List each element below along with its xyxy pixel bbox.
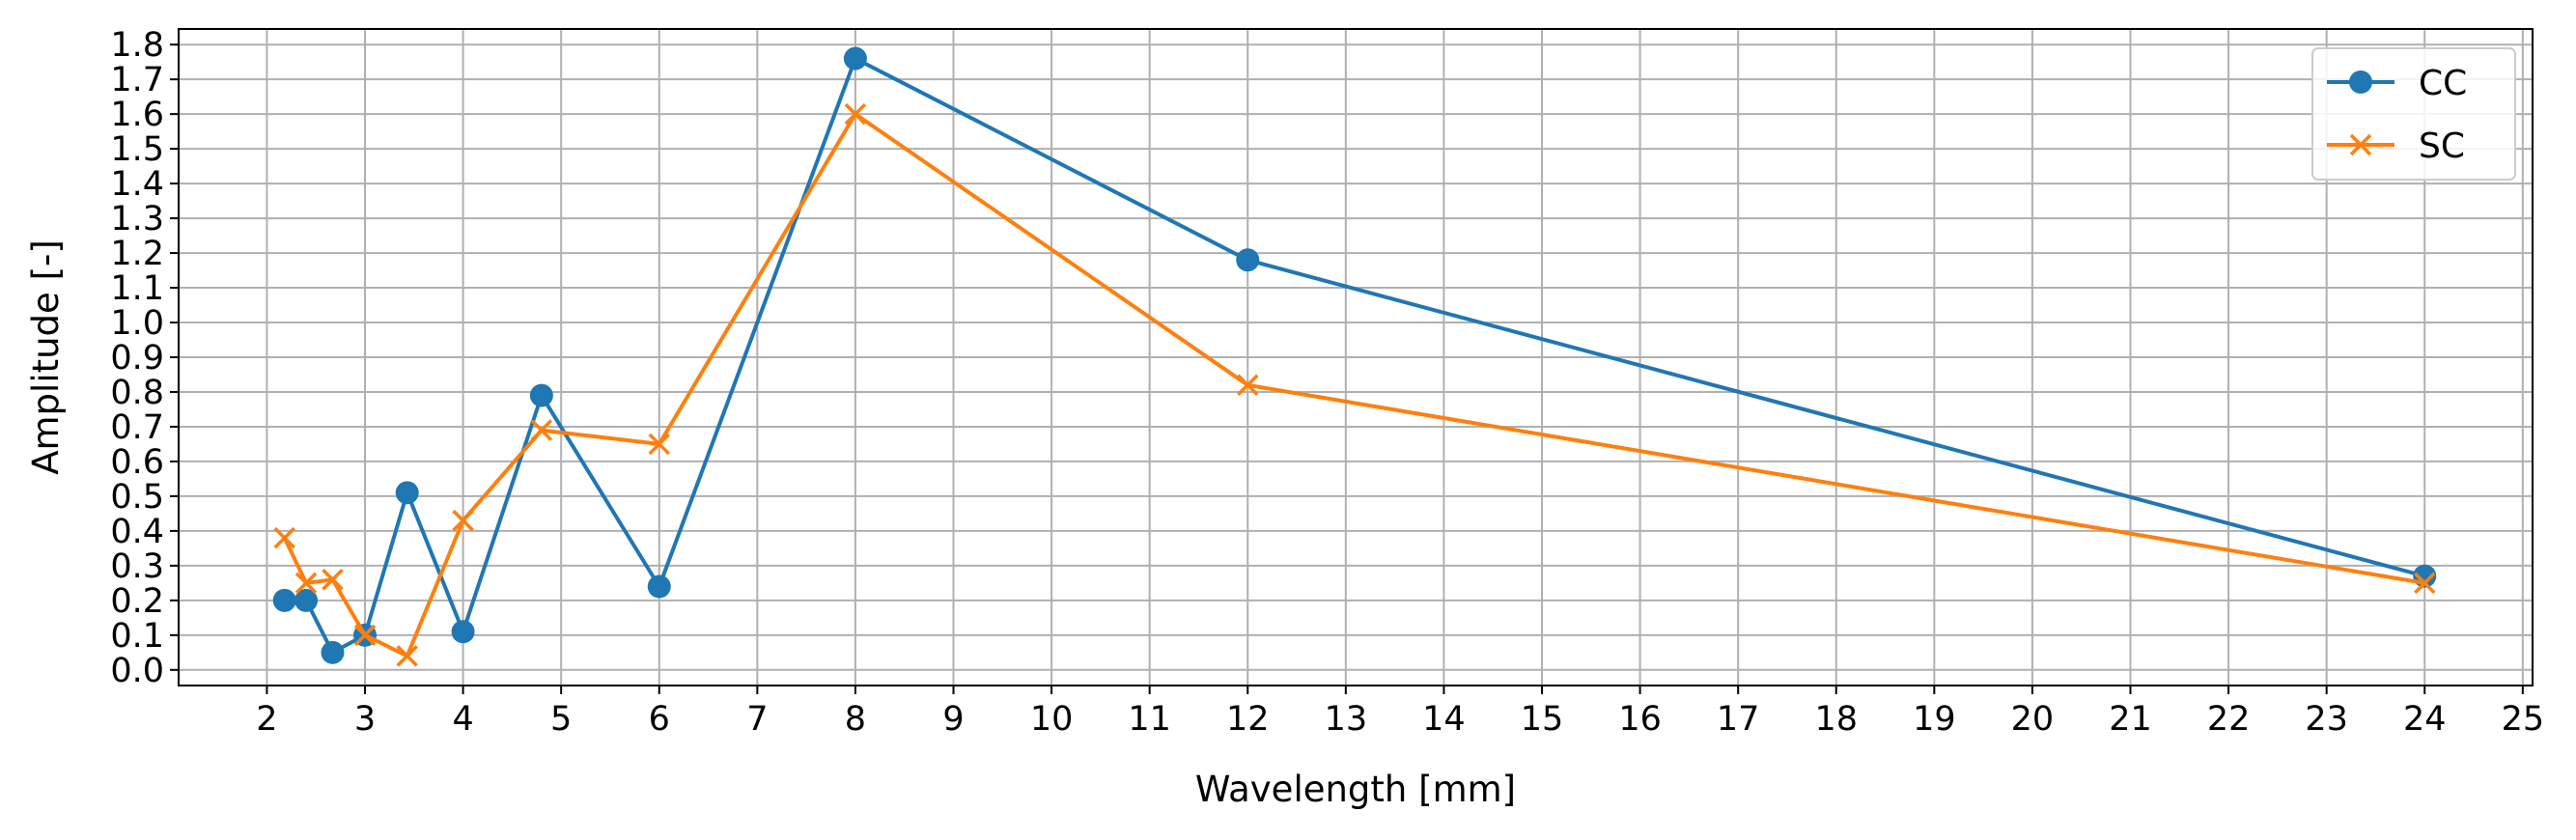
x-tick-label: 6 bbox=[649, 700, 670, 739]
x-tick-label: 18 bbox=[1814, 700, 1858, 739]
data-point-cc bbox=[272, 588, 296, 612]
data-point-cc bbox=[294, 588, 319, 612]
x-tick-label: 20 bbox=[2011, 700, 2055, 739]
y-axis-label: Amplitude [-] bbox=[25, 239, 67, 475]
legend-marker-sc bbox=[2349, 133, 2372, 156]
legend-label-cc: CC bbox=[2419, 64, 2467, 103]
x-tick-label: 22 bbox=[2207, 700, 2251, 739]
y-tick-label: 0.2 bbox=[110, 582, 164, 621]
legend-item-sc: SC bbox=[2327, 126, 2465, 166]
y-tick-label: 0.1 bbox=[110, 617, 164, 656]
y-tick-label: 1.6 bbox=[110, 96, 164, 134]
x-tick-label: 12 bbox=[1226, 700, 1270, 739]
data-point-cc bbox=[647, 574, 671, 599]
x-tick-label: 21 bbox=[2109, 700, 2152, 739]
x-tick-label: 15 bbox=[1521, 700, 1564, 739]
x-tick-label: 11 bbox=[1128, 700, 1171, 739]
legend-marker-cc bbox=[2349, 70, 2372, 94]
y-tick-label: 0.7 bbox=[110, 408, 164, 447]
legend-box bbox=[2311, 47, 2516, 181]
x-tick-label: 9 bbox=[942, 700, 964, 739]
y-tick-label: 1.8 bbox=[110, 26, 164, 65]
legend-item-cc: CC bbox=[2327, 64, 2467, 103]
data-point-sc bbox=[530, 419, 553, 441]
y-tick-label: 0.8 bbox=[110, 374, 164, 412]
x-tick-label: 14 bbox=[1422, 700, 1466, 739]
data-point-cc bbox=[1236, 248, 1260, 272]
y-tick-label: 0.4 bbox=[110, 513, 164, 551]
x-tick-label: 4 bbox=[452, 700, 473, 739]
y-tick-label: 1.2 bbox=[110, 235, 164, 273]
y-tick-label: 1.4 bbox=[110, 165, 164, 204]
x-tick-label: 8 bbox=[845, 700, 866, 739]
x-tick-label: 16 bbox=[1618, 700, 1662, 739]
x-tick-label: 23 bbox=[2305, 700, 2348, 739]
x-tick-label: 5 bbox=[550, 700, 572, 739]
legend: CC SC bbox=[2311, 47, 2516, 181]
data-point-sc bbox=[273, 526, 295, 549]
data-point-cc bbox=[843, 46, 867, 70]
x-tick-label: 2 bbox=[256, 700, 277, 739]
y-tick-label: 1.0 bbox=[110, 304, 164, 343]
series-layer bbox=[272, 46, 2437, 667]
data-point-cc bbox=[529, 383, 553, 407]
y-tick-label: 0.5 bbox=[110, 478, 164, 517]
data-point-cc bbox=[451, 620, 475, 644]
data-point-sc bbox=[1237, 374, 1259, 397]
y-tick-label: 1.7 bbox=[110, 61, 164, 99]
data-point-sc bbox=[648, 433, 670, 456]
x-tick-label: 3 bbox=[354, 700, 376, 739]
data-point-sc bbox=[452, 509, 474, 532]
legend-label-sc: SC bbox=[2419, 126, 2465, 166]
y-tick-label: 0.3 bbox=[110, 547, 164, 586]
data-point-sc bbox=[844, 102, 867, 126]
x-tick-label: 7 bbox=[746, 700, 768, 739]
y-tick-label: 1.1 bbox=[110, 269, 164, 308]
x-tick-label: 13 bbox=[1325, 700, 1368, 739]
data-point-sc bbox=[396, 645, 418, 667]
x-tick-label: 24 bbox=[2403, 700, 2447, 739]
y-tick-label: 0.6 bbox=[110, 443, 164, 482]
x-tick-label: 25 bbox=[2502, 700, 2545, 739]
data-point-sc bbox=[2414, 572, 2436, 595]
series-sc bbox=[273, 102, 2436, 667]
y-tick-label: 0.9 bbox=[110, 339, 164, 378]
data-point-cc bbox=[321, 640, 345, 664]
data-point-sc bbox=[294, 572, 318, 595]
x-tick-label: 19 bbox=[1913, 700, 1956, 739]
ticks: 2 3 4 5 6 7 8 9 10 11 12 13 14 15 16 17 18 19 20 21 22 23 24 25… bbox=[110, 26, 2544, 739]
data-point-sc bbox=[353, 624, 377, 647]
x-tick-label: 10 bbox=[1030, 700, 1074, 739]
y-tick-label: 0.0 bbox=[110, 652, 164, 690]
data-point-cc bbox=[395, 481, 419, 505]
x-axis-label: Wavelength [mm] bbox=[1195, 769, 1516, 810]
y-tick-label: 1.5 bbox=[110, 130, 164, 169]
data-point-sc bbox=[322, 569, 344, 591]
y-tick-label: 1.3 bbox=[110, 200, 164, 238]
x-tick-label: 17 bbox=[1717, 700, 1760, 739]
